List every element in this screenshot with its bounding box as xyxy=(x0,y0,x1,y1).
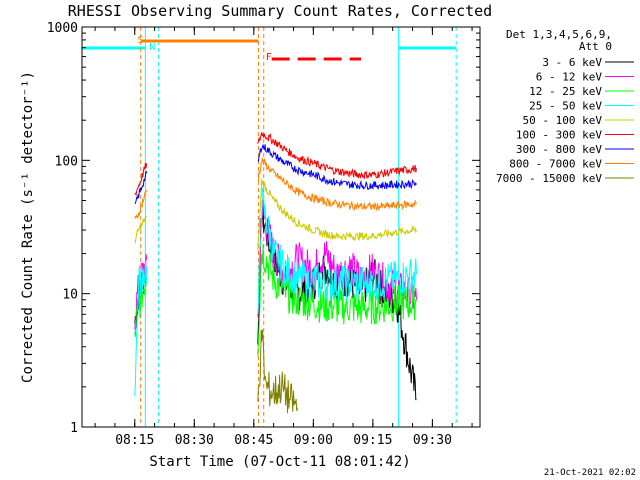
flag-label: F xyxy=(266,52,272,63)
legend-entry-label: 6 - 12 keV xyxy=(536,71,603,84)
series-line-6 xyxy=(134,170,148,205)
x-axis-ticks: 08:15 08:30 08:45 09:00 09:15 09:30 xyxy=(94,27,473,448)
x-tick-label: 09:15 xyxy=(353,433,392,448)
y-tick-label: 1000 xyxy=(47,21,78,36)
x-axis-label: Start Time (07-Oct-11 08:01:42) xyxy=(149,454,410,470)
generation-timestamp: 21-Oct-2021 02:02 xyxy=(544,468,636,478)
series-line-6 xyxy=(257,144,417,190)
legend-entry-label: 100 - 300 keV xyxy=(516,129,602,142)
series-line-4 xyxy=(134,215,147,244)
y-tick-label: 10 xyxy=(62,288,78,303)
x-tick-label: 08:15 xyxy=(115,433,154,448)
legend-entry-label: 800 - 7000 keV xyxy=(509,158,602,171)
series-line-5 xyxy=(134,162,148,197)
series-lines xyxy=(134,132,417,414)
legend-header: Det 1,3,4,5,6,9, xyxy=(506,28,612,41)
series-line-0 xyxy=(257,201,417,401)
series-line-4 xyxy=(257,178,417,252)
legend-entry-label: 7000 - 15000 keV xyxy=(496,172,602,185)
x-tick-label: 09:00 xyxy=(294,433,333,448)
flag-label: N xyxy=(149,42,155,53)
series-line-8 xyxy=(257,329,298,414)
plot-frame xyxy=(81,26,481,428)
x-tick-label: 09:30 xyxy=(413,433,452,448)
legend-entry-label: 3 - 6 keV xyxy=(542,56,602,69)
series-line-3 xyxy=(134,262,148,397)
legend-header: Att 0 xyxy=(579,40,612,53)
series-line-5 xyxy=(257,132,417,180)
flag-label: S xyxy=(137,35,143,46)
chart-title: RHESSI Observing Summary Count Rates, Co… xyxy=(68,2,492,20)
x-tick-label: 08:45 xyxy=(234,433,273,448)
y-axis-label: Corrected Count Rate (s⁻¹ detector⁻¹) xyxy=(20,71,36,383)
legend-entry-label: 300 - 800 keV xyxy=(516,143,602,156)
legend-entry-label: 50 - 100 keV xyxy=(523,114,603,127)
series-line-7 xyxy=(134,189,148,219)
legend-entry-label: 25 - 50 keV xyxy=(529,100,602,113)
observing-flag-bands: SN F xyxy=(81,27,457,427)
y-axis-ticks: 1 10 100 1000 xyxy=(47,21,480,436)
legend: Det 1,3,4,5,6,9,Att 0 3 - 6 keV 6 - 12 keV… xyxy=(496,28,634,185)
y-tick-label: 1 xyxy=(70,421,78,436)
legend-entry-label: 12 - 25 keV xyxy=(529,85,602,98)
x-tick-label: 08:30 xyxy=(175,433,214,448)
y-tick-label: 100 xyxy=(55,154,78,169)
series-line-3 xyxy=(257,187,417,315)
series-line-7 xyxy=(257,157,417,211)
